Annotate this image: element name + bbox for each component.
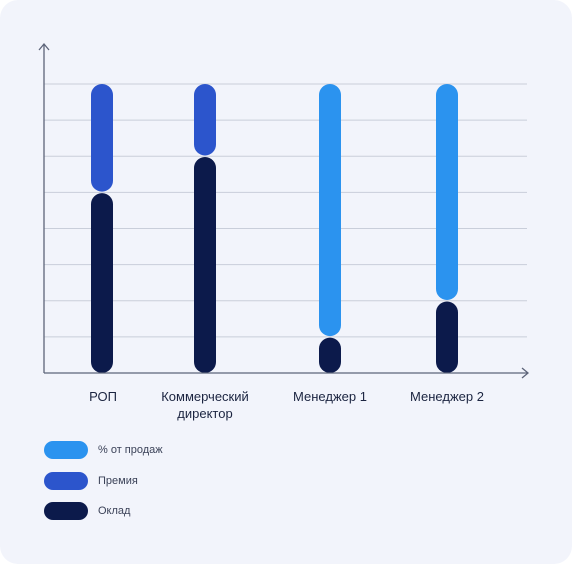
bar-segment — [194, 84, 216, 156]
legend-label-sales-percent: % от продаж — [98, 444, 163, 456]
bar-segment — [319, 84, 341, 337]
x-tick-label-manager-1: Менеджер 1 — [293, 389, 367, 404]
bar-segment — [319, 337, 341, 373]
x-axis-arrow-icon — [521, 367, 530, 379]
x-tick-label-rop: РОП — [89, 389, 117, 404]
legend-label-bonus: Премия — [98, 475, 138, 487]
legend-swatch-bonus — [44, 472, 88, 490]
bar-segment — [91, 84, 113, 192]
bar-segment — [91, 193, 113, 373]
x-tick-label-manager-2: Менеджер 2 — [410, 389, 484, 404]
bar-segment — [436, 301, 458, 373]
legend-swatch-sales-percent — [44, 441, 88, 459]
legend-swatch-salary — [44, 502, 88, 520]
x-tick-label-commercial-director: Коммерческий директор — [161, 389, 249, 421]
bar-segment — [194, 157, 216, 373]
y-axis-arrow-icon — [38, 42, 50, 51]
bar-segment — [436, 84, 458, 300]
legend-label-salary: Оклад — [98, 505, 131, 517]
